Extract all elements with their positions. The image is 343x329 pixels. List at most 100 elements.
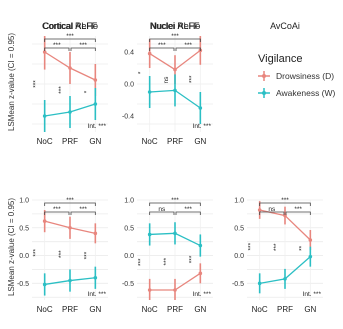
interaction-label: Int. *** bbox=[88, 123, 107, 130]
data-point bbox=[173, 231, 177, 236]
bracket-label: *** bbox=[184, 206, 192, 213]
y-tick-label: -0.4 bbox=[122, 114, 134, 121]
data-point bbox=[173, 288, 177, 292]
x-tick-label: NoC bbox=[142, 305, 158, 314]
bracket-label: *** bbox=[53, 206, 61, 213]
pairwise-significance: *** bbox=[83, 251, 90, 259]
series-awakeness bbox=[42, 266, 98, 296]
bracket-line bbox=[175, 47, 201, 51]
data-point bbox=[308, 238, 313, 242]
data-point bbox=[68, 225, 72, 230]
data-point bbox=[42, 219, 47, 223]
pairwise-significance: * bbox=[83, 90, 90, 93]
interaction-label: Int. *** bbox=[193, 123, 212, 130]
pairwise-significance: *** bbox=[188, 255, 195, 263]
y-tick-label: -0.5 bbox=[232, 281, 244, 288]
y-tick-label: 0.4 bbox=[124, 50, 134, 57]
interaction-label: Int. *** bbox=[303, 291, 322, 298]
bracket-line bbox=[70, 211, 96, 215]
data-point bbox=[42, 282, 47, 287]
x-tick-label: NoC bbox=[142, 137, 158, 146]
bracket-line bbox=[44, 38, 96, 42]
pairwise-significance: *** bbox=[58, 250, 65, 258]
x-tick-label: GN bbox=[194, 137, 206, 146]
y-tick-label: 0.5 bbox=[19, 225, 29, 232]
comparison-bracket: *** bbox=[70, 42, 96, 51]
x-tick-label: NoC bbox=[252, 305, 268, 314]
legend-point-awakeness bbox=[262, 91, 266, 95]
x-tick-label: GN bbox=[194, 305, 206, 314]
pairwise-significance: * bbox=[138, 71, 145, 74]
comparison-bracket: *** bbox=[175, 206, 201, 215]
comparison-bracket: *** bbox=[44, 206, 70, 215]
y-tick-label: 1.0 bbox=[234, 198, 244, 205]
data-point bbox=[173, 88, 177, 93]
interaction-label: Int. *** bbox=[193, 291, 212, 298]
pairwise-significance: *** bbox=[163, 257, 170, 265]
legend: Vigilance Drowsiness (D) Awakeness (W) bbox=[258, 53, 336, 98]
data-point bbox=[257, 281, 262, 286]
comparison-bracket: ns bbox=[259, 206, 285, 215]
series-awakeness bbox=[147, 74, 203, 124]
data-point bbox=[147, 232, 152, 237]
chart-title: Cortical ReHo bbox=[42, 21, 98, 31]
bracket-line bbox=[149, 211, 175, 215]
comparison-bracket: *** bbox=[44, 42, 70, 51]
x-tick-label: PRF bbox=[62, 137, 78, 146]
pairwise-significance: *** bbox=[33, 80, 40, 88]
bracket-line bbox=[44, 47, 70, 51]
x-tick-label: NoC bbox=[37, 305, 53, 314]
y-tick-label: -0.5 bbox=[122, 281, 134, 288]
y-tick-label: 0.5 bbox=[124, 225, 134, 232]
x-tick-label: PRF bbox=[167, 305, 183, 314]
legend-title: Vigilance bbox=[258, 53, 302, 65]
comparison-bracket: *** bbox=[175, 42, 201, 51]
pairwise-significance: ns bbox=[163, 76, 170, 84]
comparison-bracket: *** bbox=[149, 33, 201, 42]
comparison-bracket: *** bbox=[70, 206, 96, 215]
x-tick-label: NoC bbox=[37, 137, 53, 146]
pairwise-significance: *** bbox=[58, 86, 65, 94]
x-tick-label: GN bbox=[89, 137, 101, 146]
interaction-label: Int. *** bbox=[88, 291, 107, 298]
comparison-bracket: *** bbox=[149, 42, 175, 51]
data-point bbox=[68, 66, 72, 70]
comparison-bracket: *** bbox=[44, 33, 96, 42]
bracket-label: *** bbox=[171, 197, 179, 204]
bracket-label: ns bbox=[158, 206, 166, 213]
pairwise-significance: ** bbox=[298, 245, 305, 251]
series-awakeness bbox=[257, 246, 313, 294]
x-tick-label: PRF bbox=[62, 305, 78, 314]
comparison-bracket: *** bbox=[44, 197, 96, 206]
y-tick-label: 1.0 bbox=[124, 198, 134, 205]
bracket-line bbox=[44, 211, 70, 215]
series-awakeness bbox=[147, 222, 203, 257]
pairwise-significance: *** bbox=[248, 242, 255, 250]
bracket-label: *** bbox=[66, 197, 74, 204]
data-point bbox=[173, 67, 177, 72]
data-point bbox=[257, 208, 262, 212]
x-tick-label: GN bbox=[89, 305, 101, 314]
x-tick-label: PRF bbox=[277, 305, 293, 314]
data-point bbox=[198, 243, 203, 248]
bracket-label: *** bbox=[79, 42, 87, 49]
data-point bbox=[93, 231, 98, 236]
chart-title: Nuclei ReHo bbox=[150, 21, 201, 31]
data-point bbox=[198, 271, 203, 276]
bracket-line bbox=[70, 47, 96, 51]
bracket-label: ns bbox=[268, 206, 276, 213]
x-tick-label: PRF bbox=[167, 137, 183, 146]
bracket-line bbox=[149, 47, 175, 51]
series-drowsiness bbox=[147, 263, 203, 300]
comparison-bracket: *** bbox=[285, 206, 311, 215]
data-point bbox=[93, 102, 98, 106]
y-axis-label-bottom: LSMean z-value (CI = 0.95) bbox=[7, 198, 16, 296]
bracket-line bbox=[285, 211, 311, 215]
bracket-label: *** bbox=[171, 33, 179, 40]
data-point bbox=[308, 254, 313, 259]
y-tick-label: -0.5 bbox=[17, 281, 29, 288]
bracket-label: *** bbox=[66, 33, 74, 40]
